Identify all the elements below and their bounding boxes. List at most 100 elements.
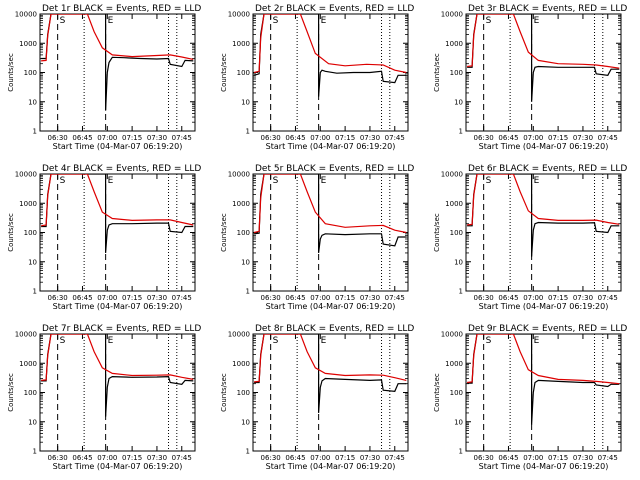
chart-title: Det 2r BLACK = Events, RED = LLD — [255, 4, 414, 14]
x-tick-label: 07:30 — [360, 134, 380, 142]
y-axis-label: Counts/sec — [433, 53, 441, 92]
chart-title: Det 1r BLACK = Events, RED = LLD — [42, 4, 201, 14]
y-axis-label: Counts/sec — [220, 53, 228, 92]
x-tick-label: 07:45 — [385, 134, 405, 142]
y-tick-label: 10 — [241, 98, 250, 106]
chart-title: Det 5r BLACK = Events, RED = LLD — [255, 164, 414, 174]
x-tick-label: 07:00 — [523, 294, 543, 302]
x-tick-label: 07:15 — [335, 454, 355, 462]
series-lld-line — [41, 14, 194, 62]
y-tick-label: 1000 — [232, 360, 250, 368]
chart-panel-8: Det 8r BLACK = Events, RED = LLD 1 10 100 10… — [220, 324, 414, 471]
x-tick-label: 07:00 — [97, 134, 117, 142]
y-tick-label: 1000 — [232, 200, 250, 208]
x-axis-label: Start Time (04-Mar-07 06:19:20) — [266, 302, 396, 311]
x-axis-label: Start Time (04-Mar-07 06:19:20) — [479, 462, 609, 471]
x-tick-label: 06:30 — [261, 134, 281, 142]
y-axis-label: Counts/sec — [7, 213, 15, 252]
y-tick-label: 1000 — [19, 360, 37, 368]
x-tick-label: 06:30 — [474, 454, 494, 462]
y-tick-label: 10 — [28, 98, 37, 106]
chart-panel-7: Det 7r BLACK = Events, RED = LLD 1 10 100 10… — [7, 324, 201, 471]
y-tick-label: 1 — [33, 448, 37, 456]
plot-frame — [39, 173, 196, 292]
x-tick-label: 07:45 — [385, 454, 405, 462]
y-axis-label: Counts/sec — [7, 373, 15, 412]
plot-frame — [252, 333, 409, 452]
y-tick-label: 1 — [33, 288, 37, 296]
x-axis-label: Start Time (04-Mar-07 06:19:20) — [266, 462, 396, 471]
x-tick-label: 07:30 — [360, 454, 380, 462]
x-tick-label: 06:45 — [285, 134, 305, 142]
x-axis-label: Start Time (04-Mar-07 06:19:20) — [479, 302, 609, 311]
annotation-label: S — [273, 176, 279, 186]
x-tick-label: 06:30 — [48, 454, 68, 462]
x-tick-label: 07:45 — [172, 454, 192, 462]
series-events-line — [467, 334, 620, 425]
y-tick-label: 10000 — [15, 331, 37, 339]
x-tick-label: 07:00 — [310, 134, 330, 142]
series-lld-line — [41, 174, 194, 227]
y-axis-label: Counts/sec — [220, 373, 228, 412]
chart-title: Det 9r BLACK = Events, RED = LLD — [468, 324, 627, 334]
y-tick-label: 1000 — [445, 40, 463, 48]
x-tick-label: 06:45 — [72, 454, 92, 462]
annotation-label: E — [321, 16, 327, 26]
y-tick-label: 10 — [28, 418, 37, 426]
chart-title: Det 4r BLACK = Events, RED = LLD — [42, 164, 201, 174]
y-tick-label: 100 — [24, 69, 37, 77]
annotation-label: E — [534, 176, 540, 186]
x-tick-label: 06:45 — [285, 454, 305, 462]
y-axis-label: Counts/sec — [433, 373, 441, 412]
annotation-label: S — [273, 336, 279, 346]
plot-frame — [252, 173, 409, 292]
x-tick-label: 06:45 — [285, 294, 305, 302]
y-tick-label: 10 — [454, 98, 463, 106]
y-axis-label: Counts/sec — [220, 213, 228, 252]
x-tick-label: 06:30 — [261, 454, 281, 462]
series-lld-line — [253, 174, 407, 234]
y-tick-label: 10 — [241, 418, 250, 426]
x-tick-label: 07:15 — [548, 454, 568, 462]
y-tick-label: 10000 — [441, 11, 463, 19]
y-tick-label: 100 — [237, 69, 250, 77]
annotation-label: E — [108, 16, 114, 26]
y-tick-label: 100 — [237, 389, 250, 397]
x-tick-label: 07:00 — [97, 294, 117, 302]
annotation-label: S — [273, 16, 279, 26]
x-tick-label: 07:45 — [598, 134, 618, 142]
x-tick-label: 07:15 — [122, 134, 142, 142]
y-tick-label: 10000 — [15, 11, 37, 19]
x-axis-label: Start Time (04-Mar-07 06:19:20) — [266, 142, 396, 151]
x-tick-label: 07:00 — [523, 134, 543, 142]
x-tick-label: 06:45 — [72, 294, 92, 302]
x-tick-label: 07:00 — [310, 454, 330, 462]
x-tick-label: 07:15 — [548, 294, 568, 302]
x-tick-label: 07:30 — [573, 454, 593, 462]
x-axis-label: Start Time (04-Mar-07 06:19:20) — [53, 302, 183, 311]
y-tick-label: 100 — [450, 69, 463, 77]
y-axis-label: Counts/sec — [433, 213, 441, 252]
x-tick-label: 06:45 — [498, 294, 518, 302]
x-tick-label: 07:45 — [385, 294, 405, 302]
x-tick-label: 06:30 — [261, 294, 281, 302]
x-tick-label: 07:15 — [548, 134, 568, 142]
x-tick-label: 07:30 — [147, 454, 167, 462]
annotation-label: E — [108, 336, 114, 346]
annotation-label: S — [486, 16, 492, 26]
y-tick-label: 100 — [237, 229, 250, 237]
chart-panel-2: Det 2r BLACK = Events, RED = LLD 1 10 100 10… — [220, 4, 414, 151]
x-tick-label: 07:15 — [122, 454, 142, 462]
series-events-line — [467, 174, 620, 257]
x-tick-label: 07:30 — [573, 134, 593, 142]
annotation-label: E — [534, 16, 540, 26]
x-tick-label: 06:30 — [48, 294, 68, 302]
plot-frame — [39, 333, 196, 452]
y-tick-label: 10000 — [15, 171, 37, 179]
x-tick-label: 07:00 — [523, 454, 543, 462]
annotation-label: S — [60, 16, 66, 26]
chart-panel-3: Det 3r BLACK = Events, RED = LLD 1 10 100 10… — [433, 4, 627, 151]
y-tick-label: 10 — [28, 258, 37, 266]
series-lld-line — [253, 14, 407, 74]
